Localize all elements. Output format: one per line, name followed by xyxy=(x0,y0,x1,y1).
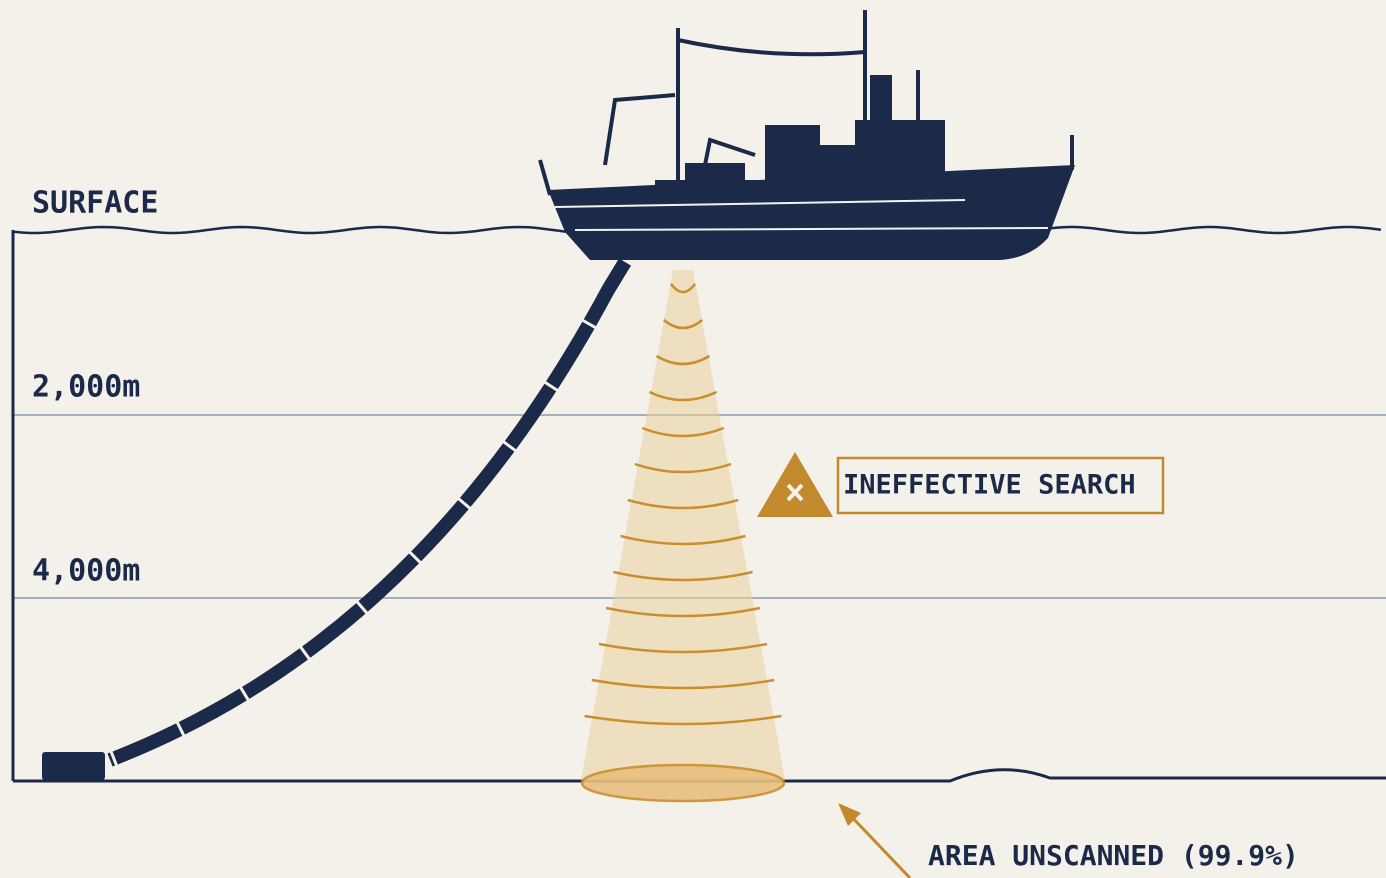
scan-area xyxy=(582,765,784,801)
unscanned-label: AREA UNSCANNED (99.9%) xyxy=(928,839,1299,872)
depth-label: 2,000m xyxy=(32,370,140,405)
diagram: SURFACE 2,000m 4,000m INEFFECTIVE SEARCH… xyxy=(0,0,1386,878)
seabed-device xyxy=(42,752,105,780)
depth-label: 4,000m xyxy=(32,554,140,589)
surface-label: SURFACE xyxy=(32,186,158,221)
warning-label: INEFFECTIVE SEARCH xyxy=(843,470,1136,501)
